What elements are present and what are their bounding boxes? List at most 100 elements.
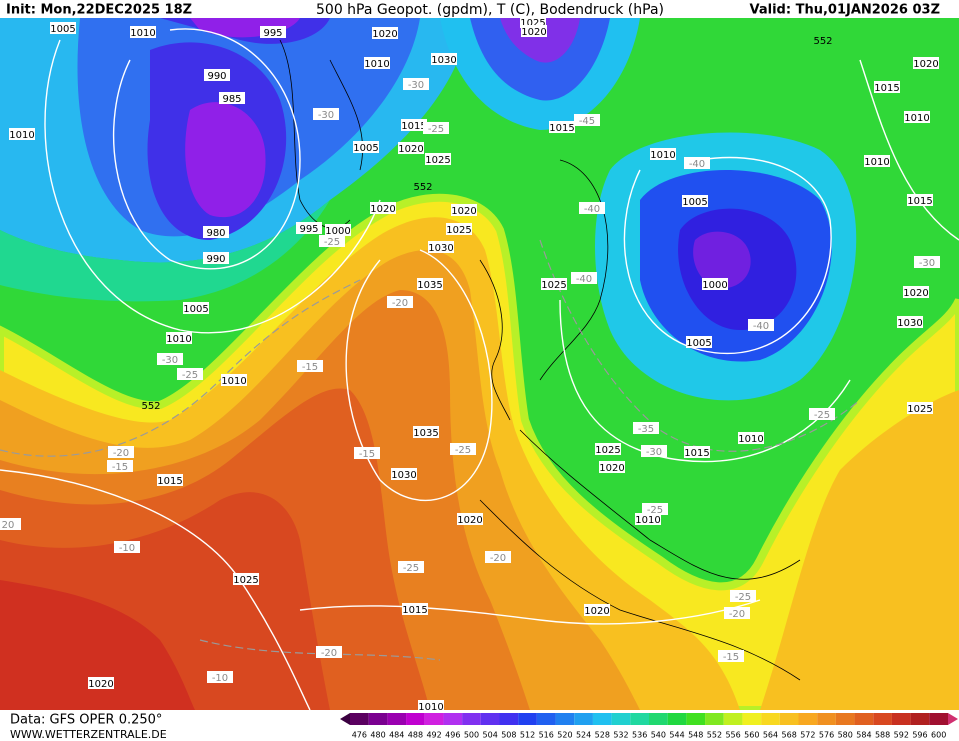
temperature-label-box [574, 114, 600, 126]
pressure-label-box [907, 194, 933, 206]
pressure-label-box [88, 677, 114, 689]
pressure-label-box [9, 128, 35, 140]
pressure-label: 985 [222, 94, 241, 105]
pressure-label-box [157, 474, 183, 486]
pressure-label-box [398, 142, 424, 154]
colorbar-label: 508 [501, 731, 516, 740]
temperature-label-box [450, 443, 476, 455]
colorbar-label: 520 [557, 731, 572, 740]
pressure-label: 1010 [364, 59, 389, 70]
pressure-label: 1015 [874, 83, 899, 94]
pressure-label-box [595, 443, 621, 455]
colorbar-label: 512 [520, 731, 535, 740]
temperature-label: -30 [162, 355, 178, 366]
pressure-label-box [446, 223, 472, 235]
pressure-label: 1020 [370, 204, 395, 215]
colorbar-segment [705, 713, 724, 725]
temperature-label: -15 [723, 652, 739, 663]
colorbar-segment [817, 713, 836, 725]
colorbar-label: 556 [725, 731, 740, 740]
temperature-label: -20 [729, 609, 745, 620]
geopotential-label: 552 [413, 182, 432, 193]
pressure-label: 995 [263, 28, 282, 39]
pressure-label: 1020 [913, 59, 938, 70]
temperature-label: -30 [408, 80, 424, 91]
temperature-label: -15 [302, 362, 318, 373]
temperature-label-box [398, 561, 424, 573]
temperature-label: -20 [321, 648, 337, 659]
colorbar-label: 516 [539, 731, 554, 740]
pressure-label-box [402, 603, 428, 615]
field-teal [0, 200, 330, 302]
temperature-label-box [642, 503, 668, 515]
temperature-label-box [748, 319, 774, 331]
pressure-label-box [260, 26, 286, 38]
pressure-label: 980 [206, 228, 225, 239]
pressure-label-box [682, 195, 708, 207]
pressure-label: 1025 [907, 404, 932, 415]
temperature-label: -40 [584, 204, 600, 215]
pressure-label-box [913, 57, 939, 69]
isotherm-line [539, 239, 861, 452]
pressure-label: 1010 [9, 130, 34, 141]
temperature-label: -15 [359, 449, 375, 460]
pressure-label-box [635, 513, 661, 525]
temperature-label-box [0, 518, 21, 530]
colorbar-segment [480, 713, 500, 725]
pressure-label-box [203, 252, 229, 264]
temperature-label-box [316, 646, 342, 658]
colorbar-segment [350, 713, 369, 725]
pressure-label-box [233, 573, 259, 585]
pressure-label-box [738, 432, 764, 444]
temperature-label-box [403, 78, 429, 90]
temperature-label: -40 [753, 321, 769, 332]
pressure-label: 1030 [428, 243, 453, 254]
colorbar-segment [462, 713, 481, 725]
temperature-label-box [114, 541, 140, 553]
pressure-label-box [50, 22, 76, 34]
colorbar-segment [424, 713, 444, 725]
temperature-label-box [641, 445, 667, 457]
pressure-label: 1025 [595, 445, 620, 456]
colorbar-label: 560 [744, 731, 759, 740]
colorbar-segment [368, 713, 388, 725]
isobar-line [112, 28, 301, 270]
pressure-label-box [296, 222, 322, 234]
pressure-label-box [904, 111, 930, 123]
colorbar-label: 532 [613, 731, 628, 740]
pressure-label: 1010 [738, 434, 763, 445]
colorbar-label: 572 [800, 731, 815, 740]
pressure-label: 1015 [157, 476, 182, 487]
temperature-label: -35 [638, 424, 654, 435]
pressure-label-box [451, 204, 477, 216]
site-name: WWW.WETTERZENTRALE.DE [10, 728, 167, 741]
temperature-label: -20 [113, 448, 129, 459]
pressure-label-box [219, 92, 245, 104]
temperature-label-box [571, 272, 597, 284]
temperature-label-box [319, 235, 345, 247]
temperature-label-box [297, 360, 323, 372]
colorbar-segment [779, 713, 799, 725]
pressure-label: 1005 [183, 304, 208, 315]
data-source: Data: GFS OPER 0.250° [10, 713, 162, 728]
isobar-line [44, 39, 381, 334]
temperature-label: -30 [919, 258, 935, 269]
colorbar-label: 540 [651, 731, 666, 740]
colorbar-label: 484 [389, 731, 404, 740]
colorbar-end [948, 713, 958, 725]
colorbar-label: 496 [445, 731, 460, 740]
map-title: 500 hPa Geopot. (gpdm), T (C), Bodendruc… [316, 2, 664, 18]
temperature-label-box [718, 650, 744, 662]
temperature-label: -10 [212, 673, 228, 684]
colorbar-label: 488 [408, 731, 423, 740]
map-field [0, 18, 959, 714]
pressure-label-box [874, 81, 900, 93]
pressure-label: 1010 [418, 702, 443, 713]
colorbar-segment [499, 713, 519, 725]
colorbar-segment [667, 713, 687, 725]
pressure-label-box [401, 119, 427, 131]
pressure-label: 1030 [431, 55, 456, 66]
pressure-label-box [372, 27, 398, 39]
colorbar-label: 492 [426, 731, 441, 740]
